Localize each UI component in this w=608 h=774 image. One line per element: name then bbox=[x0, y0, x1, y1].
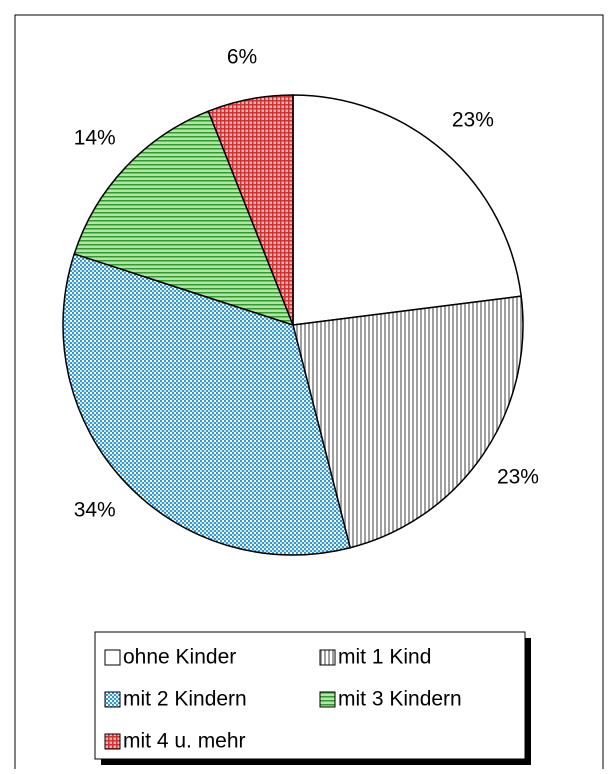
legend-label: mit 1 Kind bbox=[338, 646, 431, 669]
legend-label: mit 2 Kindern bbox=[123, 688, 247, 711]
pie bbox=[62, 94, 524, 556]
legend-items: ohne Kinder mit 1 Kind mit 2 Kindern mit 3 … bbox=[104, 646, 462, 753]
pie-slice bbox=[62, 252, 352, 556]
legend bbox=[94, 631, 526, 760]
data-label: 34% bbox=[74, 499, 116, 522]
chart-frame bbox=[14, 14, 604, 769]
legend-label: mit 4 u. mehr bbox=[123, 730, 246, 753]
legend-swatch bbox=[104, 691, 121, 708]
legend-swatch bbox=[319, 691, 336, 708]
pie-slice bbox=[292, 295, 524, 549]
data-label: 23% bbox=[452, 109, 494, 132]
data-label: 14% bbox=[74, 126, 116, 149]
legend-swatch bbox=[104, 733, 121, 750]
data-label: 6% bbox=[227, 45, 257, 68]
legend-label: ohne Kinder bbox=[123, 646, 236, 669]
pie-slice bbox=[292, 94, 523, 326]
pie-slice bbox=[207, 94, 294, 326]
legend-swatch bbox=[319, 649, 336, 666]
pie-slice bbox=[73, 110, 295, 327]
legend-swatch bbox=[104, 649, 121, 666]
data-label: 23% bbox=[497, 465, 539, 488]
legend-label: mit 3 Kindern bbox=[338, 688, 462, 711]
